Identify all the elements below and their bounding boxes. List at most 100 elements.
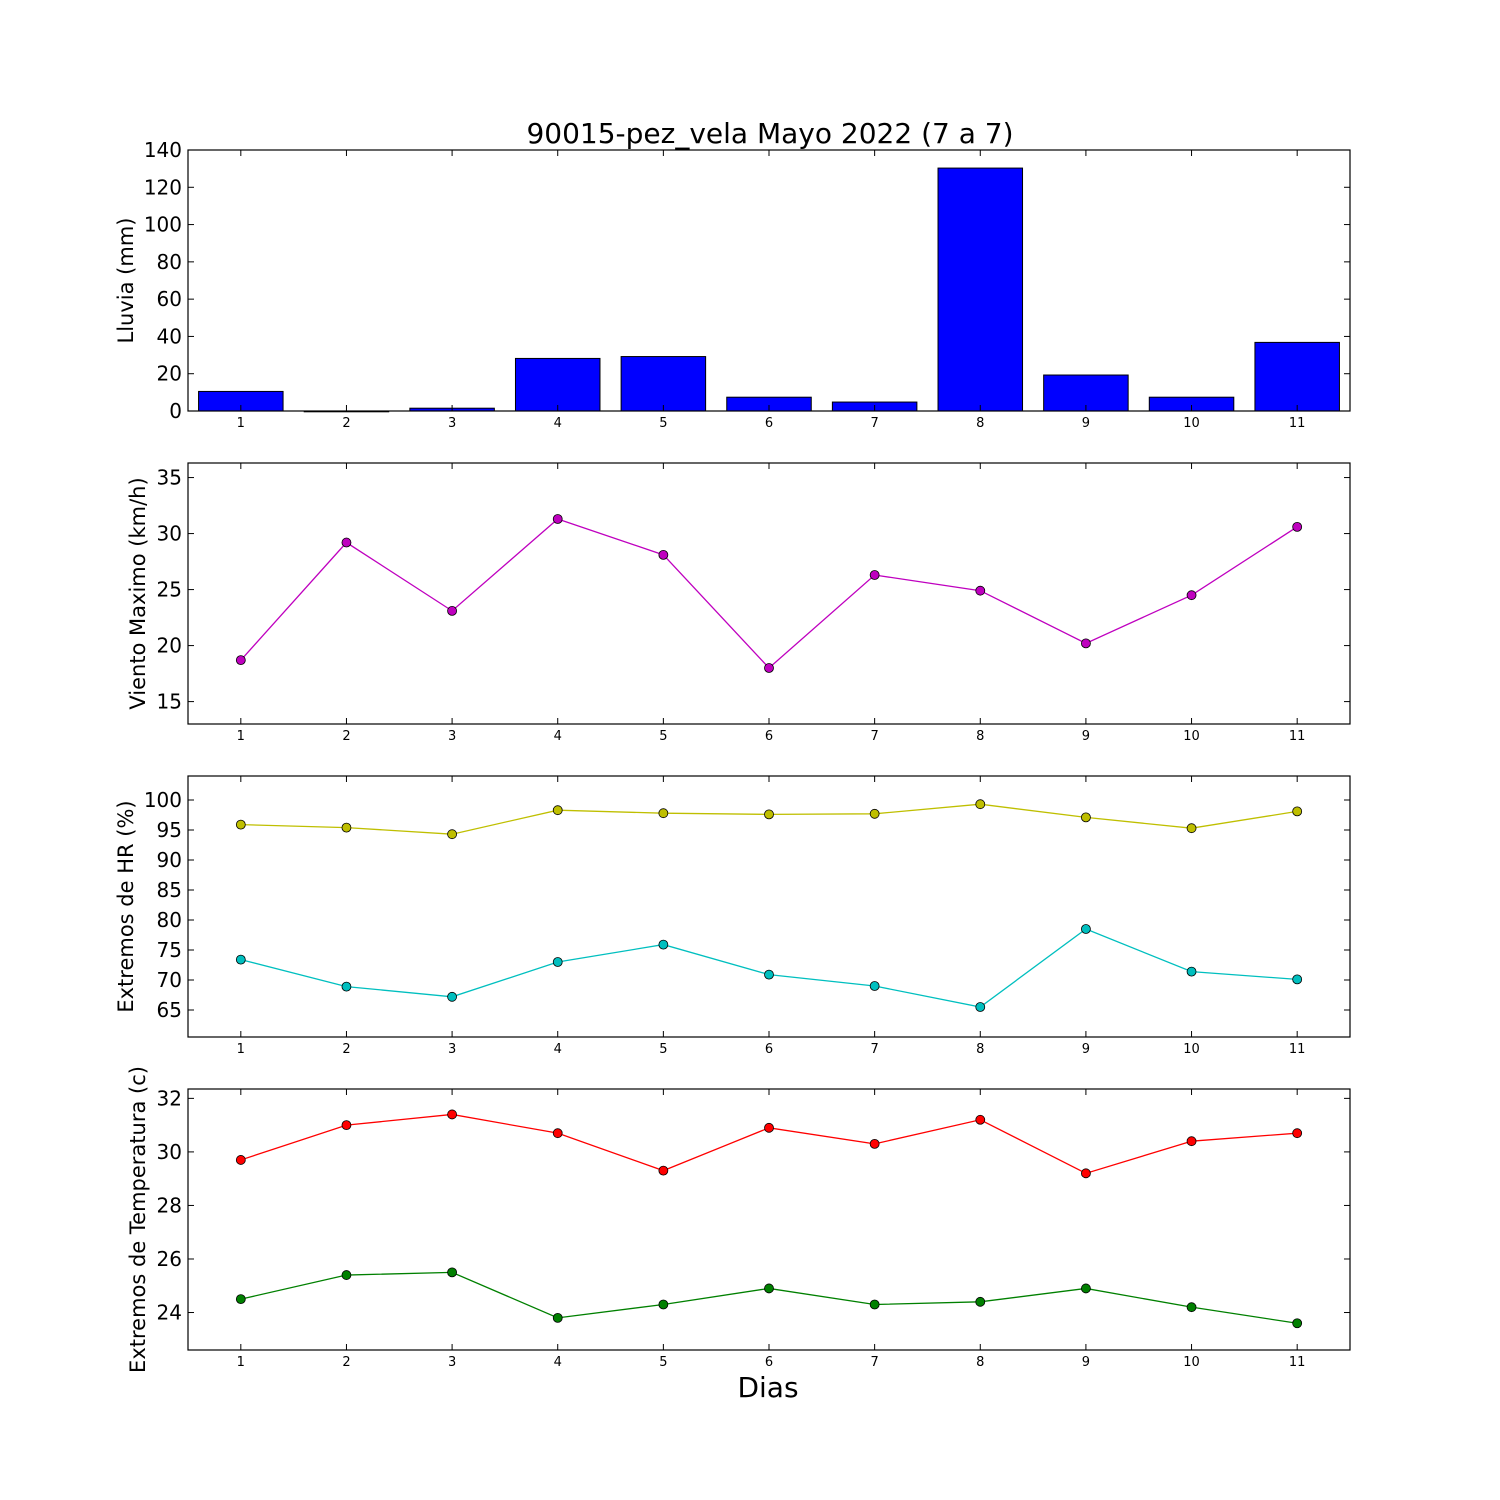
point-1-day-6: [764, 809, 774, 820]
x-tick-label: 1: [237, 416, 245, 431]
point-1-day-4: [552, 805, 563, 816]
point-1-day-6: [764, 663, 774, 673]
wind-panel: 15 20 25 30 35 1 2 3 4 5 6 7 8 9 10 11 Viento Maximo (km…: [126, 462, 1351, 744]
x-tick-label: 1: [237, 1355, 245, 1370]
x-tick-label: 3: [448, 1042, 456, 1057]
y-axis-label: Viento Maximo (km/h): [126, 477, 150, 709]
point-1-day-11: [1292, 806, 1303, 817]
x-tick-label: 11: [1289, 729, 1306, 744]
y-tick-label: 60: [157, 287, 182, 311]
point-1-day-5: [658, 1165, 669, 1176]
point-2-day-7: [869, 1299, 880, 1310]
x-tick-label: 4: [554, 1355, 562, 1370]
x-tick-label: 6: [765, 729, 773, 744]
point-2-day-10: [1186, 1302, 1197, 1313]
y-tick-label: 75: [157, 938, 182, 962]
point-1-day-9: [1081, 1168, 1091, 1179]
point-2-day-9: [1081, 1283, 1091, 1294]
x-tick-label: 5: [659, 1042, 667, 1057]
y-tick-label: 90: [157, 848, 182, 872]
x-tick-label: 11: [1289, 416, 1306, 431]
point-1-day-9: [1081, 812, 1091, 823]
point-1-day-4: [552, 514, 563, 524]
bar-day-4: [514, 357, 601, 412]
point-1-day-6: [764, 1122, 774, 1133]
x-tick-label: 3: [448, 729, 456, 744]
point-1-day-3: [447, 829, 457, 840]
point-1-day-5: [658, 808, 669, 819]
point-1-day-7: [869, 1138, 880, 1149]
point-1-day-5: [658, 549, 669, 560]
y-tick-label: 28: [157, 1193, 182, 1217]
x-tick-label: 3: [448, 416, 456, 431]
y-tick-label: 40: [157, 324, 182, 348]
point-1-day-3: [447, 1109, 457, 1120]
point-2-day-1: [235, 1294, 246, 1305]
x-tick-label: 3: [448, 1355, 456, 1370]
x-tick-label: 8: [976, 729, 984, 744]
y-tick-label: 140: [144, 138, 182, 162]
y-tick-label: 80: [157, 908, 182, 932]
y-tick-label: 65: [157, 998, 182, 1022]
x-tick-label: 9: [1082, 1042, 1090, 1057]
x-tick-label: 7: [870, 729, 878, 744]
point-2-day-6: [764, 1283, 774, 1294]
point-1-day-4: [552, 1128, 563, 1139]
point-1-day-2: [341, 1120, 352, 1131]
y-axis-label: Lluvia (mm): [114, 218, 138, 344]
humidity-panel: 65 70 75 80 85 90 95 100 1 2 3 4 5 6 7 8 9 10 11 Extremos d…: [114, 775, 1351, 1057]
point-1-day-8: [975, 585, 986, 596]
y-tick-label: 30: [157, 1140, 182, 1164]
point-2-day-3: [447, 991, 457, 1002]
x-tick-label: 2: [342, 416, 350, 431]
x-tick-label: 8: [976, 416, 984, 431]
point-1-day-2: [341, 537, 352, 548]
point-2-day-8: [975, 1002, 986, 1012]
point-1-day-2: [341, 822, 352, 833]
y-tick-label: 30: [157, 522, 182, 546]
point-2-day-7: [869, 981, 880, 991]
point-1-day-1: [235, 819, 246, 830]
x-tick-label: 10: [1183, 416, 1200, 431]
x-tick-label: 8: [976, 1042, 984, 1057]
point-2-day-9: [1081, 924, 1091, 934]
x-tick-label: 8: [976, 1355, 984, 1370]
point-2-day-11: [1292, 1318, 1303, 1329]
x-tick-label: 7: [870, 1042, 878, 1057]
point-2-day-5: [658, 939, 669, 950]
x-tick-label: 5: [659, 416, 667, 431]
point-2-day-8: [975, 1296, 986, 1307]
point-1-day-1: [235, 1155, 246, 1165]
y-tick-label: 95: [157, 818, 182, 842]
point-2-day-10: [1186, 966, 1197, 977]
point-1-day-7: [869, 808, 880, 819]
x-tick-label: 4: [554, 729, 562, 744]
x-tick-label: 10: [1183, 1355, 1200, 1370]
x-tick-label: 5: [659, 1355, 667, 1370]
point-2-day-2: [341, 981, 352, 992]
x-tick-label: 10: [1183, 1042, 1200, 1057]
x-tick-label: 11: [1289, 1042, 1306, 1057]
x-tick-label: 2: [342, 729, 350, 744]
x-tick-label: 10: [1183, 729, 1200, 744]
x-tick-label: 6: [765, 1042, 773, 1057]
rain-panel: 0 20 40 60 80 100 120 140 1 2 3 4 5 6 7 8 9 10 11 Lluvia (m…: [114, 138, 1351, 431]
y-tick-label: 80: [157, 250, 182, 274]
x-axis-label: Dias: [737, 1371, 798, 1404]
x-tick-label: 6: [765, 416, 773, 431]
figure-title: 90015-pez_vela Mayo 2022 (7 a 7): [526, 117, 1013, 150]
y-tick-label: 32: [157, 1086, 182, 1110]
point-1-day-8: [975, 799, 986, 810]
bar-day-8: [937, 167, 1024, 412]
y-tick-label: 120: [144, 175, 182, 199]
y-axis-label: Extremos de HR (%): [114, 800, 138, 1012]
point-2-day-3: [447, 1267, 457, 1278]
point-1-day-3: [447, 605, 457, 616]
x-tick-label: 2: [342, 1355, 350, 1370]
point-1-day-10: [1186, 823, 1197, 834]
y-tick-label: 85: [157, 878, 182, 902]
point-2-day-5: [658, 1299, 669, 1310]
x-tick-label: 1: [237, 1042, 245, 1057]
point-2-day-4: [552, 1312, 563, 1323]
